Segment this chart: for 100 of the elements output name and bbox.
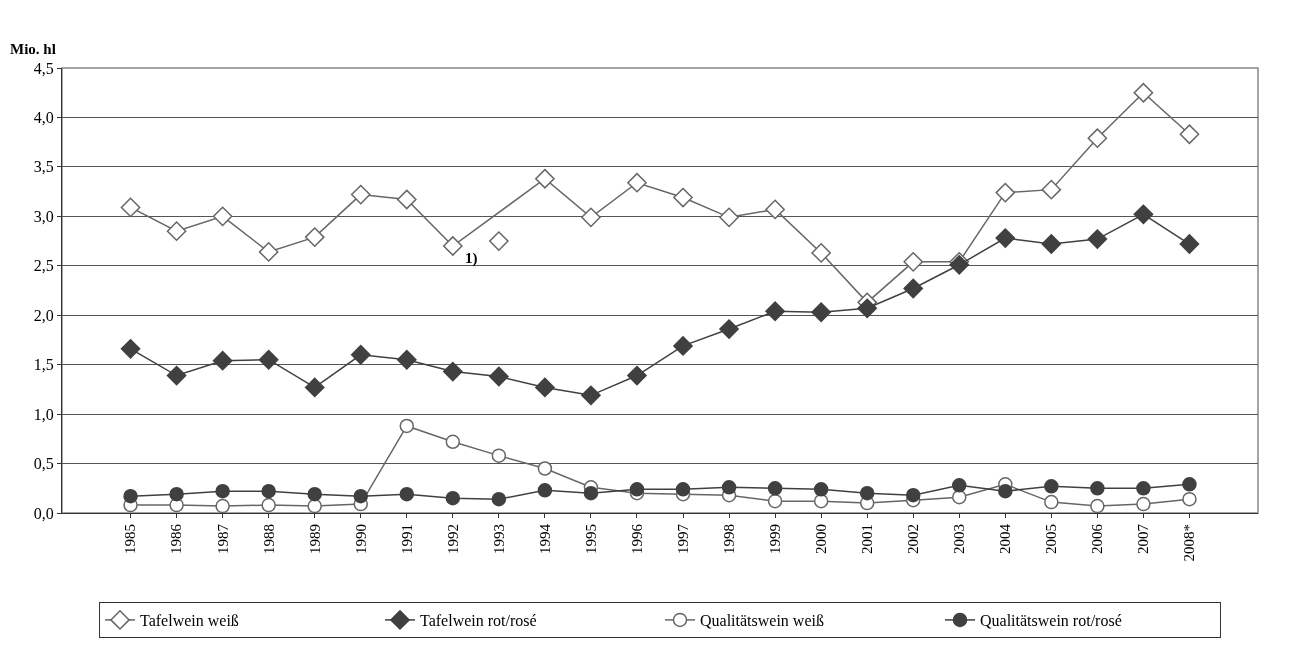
y-tick-label: 0,0	[33, 504, 54, 522]
x-tick-label: 1996	[628, 523, 645, 554]
point	[123, 488, 138, 504]
point	[396, 189, 417, 210]
point	[721, 480, 737, 495]
y-tick-label: 0,5	[33, 455, 54, 473]
point	[491, 448, 507, 463]
x-tick-label: 1989	[306, 524, 323, 554]
point	[489, 231, 509, 251]
point	[995, 182, 1016, 203]
point	[1044, 494, 1059, 510]
point	[215, 483, 230, 499]
point	[765, 199, 785, 220]
point	[813, 493, 829, 509]
point	[169, 486, 184, 502]
y-axis-title: Mio. hl	[10, 41, 56, 57]
point	[765, 301, 785, 322]
x-tick-label: 1997	[674, 523, 691, 554]
point	[212, 350, 233, 371]
point	[535, 168, 555, 189]
point	[350, 344, 371, 365]
point	[166, 365, 187, 386]
point	[952, 489, 967, 505]
x-tick-label: 1994	[536, 523, 553, 554]
legend-label: Qualitätswein rot/rosé	[980, 612, 1122, 630]
x-tick-label: 2002	[905, 524, 922, 554]
point	[673, 187, 693, 208]
point	[857, 298, 878, 319]
x-tick-label: 2006	[1089, 523, 1106, 554]
x-tick-label: 2004	[997, 523, 1014, 554]
point	[1179, 234, 1200, 254]
point	[307, 486, 322, 502]
point	[811, 243, 831, 263]
point	[1179, 124, 1200, 145]
y-tick-label: 1,5	[33, 356, 54, 374]
point	[719, 319, 739, 339]
y-tick-label: 4,0	[33, 109, 54, 127]
point	[767, 493, 783, 509]
point	[995, 228, 1016, 248]
point	[261, 497, 276, 513]
point	[719, 207, 739, 228]
point	[120, 197, 141, 218]
legend-label: Qualitätswein weiß	[700, 612, 824, 630]
x-tick-label: 1995	[582, 524, 599, 554]
point	[998, 483, 1013, 499]
point	[1133, 204, 1154, 225]
point	[212, 206, 233, 227]
point	[535, 377, 555, 398]
annotation: 1)	[465, 250, 478, 267]
point	[304, 227, 325, 247]
y-tick-label: 1,0	[33, 405, 54, 423]
point	[445, 434, 461, 450]
legend-label: Tafelwein rot/rosé	[420, 612, 537, 630]
point	[304, 377, 325, 398]
x-tick-label: 1986	[168, 523, 185, 554]
point	[811, 302, 831, 323]
x-tick-label: 1999	[766, 524, 783, 554]
point	[537, 483, 553, 498]
x-tick-label: 2003	[951, 524, 968, 554]
point	[1182, 491, 1197, 507]
y-tick-label: 2,0	[33, 306, 54, 324]
point	[399, 486, 415, 502]
point	[396, 349, 417, 370]
x-tick-label: 1998	[720, 524, 737, 554]
point	[1041, 234, 1062, 254]
point	[489, 366, 509, 387]
point	[1087, 128, 1108, 149]
point	[673, 336, 693, 356]
y-tick-label: 3,5	[33, 158, 54, 176]
point	[445, 490, 461, 506]
point	[1136, 481, 1151, 496]
point	[1087, 229, 1108, 249]
x-tick-label: 1992	[444, 524, 461, 554]
y-tick-label: 3,0	[33, 207, 54, 225]
x-tick-label: 2005	[1043, 524, 1060, 554]
point	[1182, 477, 1197, 492]
x-tick-label: 1985	[122, 524, 139, 554]
point	[442, 361, 463, 382]
point	[261, 483, 276, 499]
point	[1090, 498, 1105, 514]
point	[166, 221, 187, 242]
x-tick-label: 1991	[398, 524, 415, 554]
point	[491, 491, 507, 507]
point	[903, 278, 924, 299]
point	[813, 482, 829, 497]
point	[120, 338, 141, 359]
point	[627, 172, 647, 193]
point	[583, 485, 599, 501]
point	[952, 478, 967, 493]
legend-label: Tafelwein weiß	[140, 612, 239, 630]
x-tick-label: 2001	[859, 524, 876, 554]
point	[353, 488, 368, 504]
point	[442, 236, 463, 256]
point	[581, 385, 601, 406]
point	[258, 349, 279, 370]
x-tick-label: 1990	[352, 524, 369, 554]
point	[307, 498, 322, 514]
x-tick-label: 1988	[260, 524, 277, 554]
point	[627, 365, 647, 386]
point	[1136, 496, 1151, 512]
